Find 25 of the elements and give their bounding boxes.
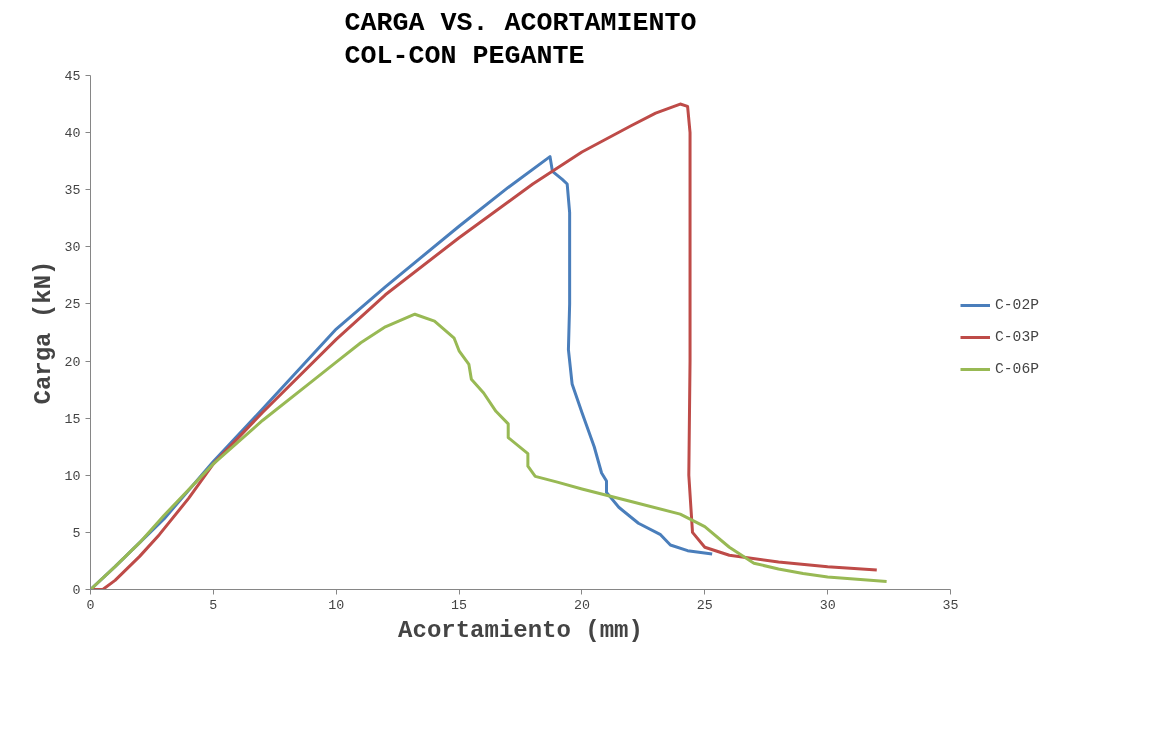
y-tick-label: 20 <box>64 354 81 370</box>
chart-title: CARGA VS. ACORTAMIENTO COL-CON PEGANTE <box>344 7 697 71</box>
x-tick-label: 25 <box>696 597 713 613</box>
x-axis-title: Acortamiento (mm) <box>398 616 643 644</box>
y-tick-label: 30 <box>64 240 81 256</box>
x-tick-label: 0 <box>86 597 95 613</box>
y-tick-label: 25 <box>64 297 81 313</box>
y-tick-label: 10 <box>64 468 81 484</box>
x-tick-label: 20 <box>573 597 590 613</box>
y-tick-label: 45 <box>64 69 81 84</box>
x-tick-label: 30 <box>819 597 836 613</box>
x-tick-label: 10 <box>328 597 345 613</box>
line-series <box>90 312 889 590</box>
x-tick-label: 5 <box>209 597 218 613</box>
y-axis-title: Carga (kN) <box>29 260 57 405</box>
y-tick-label: 0 <box>72 583 81 598</box>
y-tick-label: 40 <box>64 126 81 142</box>
legend-label: C-02P <box>995 297 1039 313</box>
x-tick-label: 15 <box>451 597 468 613</box>
x-tick-label: 35 <box>942 597 959 613</box>
legend-label: C-03P <box>995 329 1039 345</box>
y-tick-label: 15 <box>64 411 81 427</box>
y-tick-label: 5 <box>72 525 81 541</box>
y-tick-label: 35 <box>64 183 81 199</box>
legend-label: C-06P <box>995 361 1039 377</box>
